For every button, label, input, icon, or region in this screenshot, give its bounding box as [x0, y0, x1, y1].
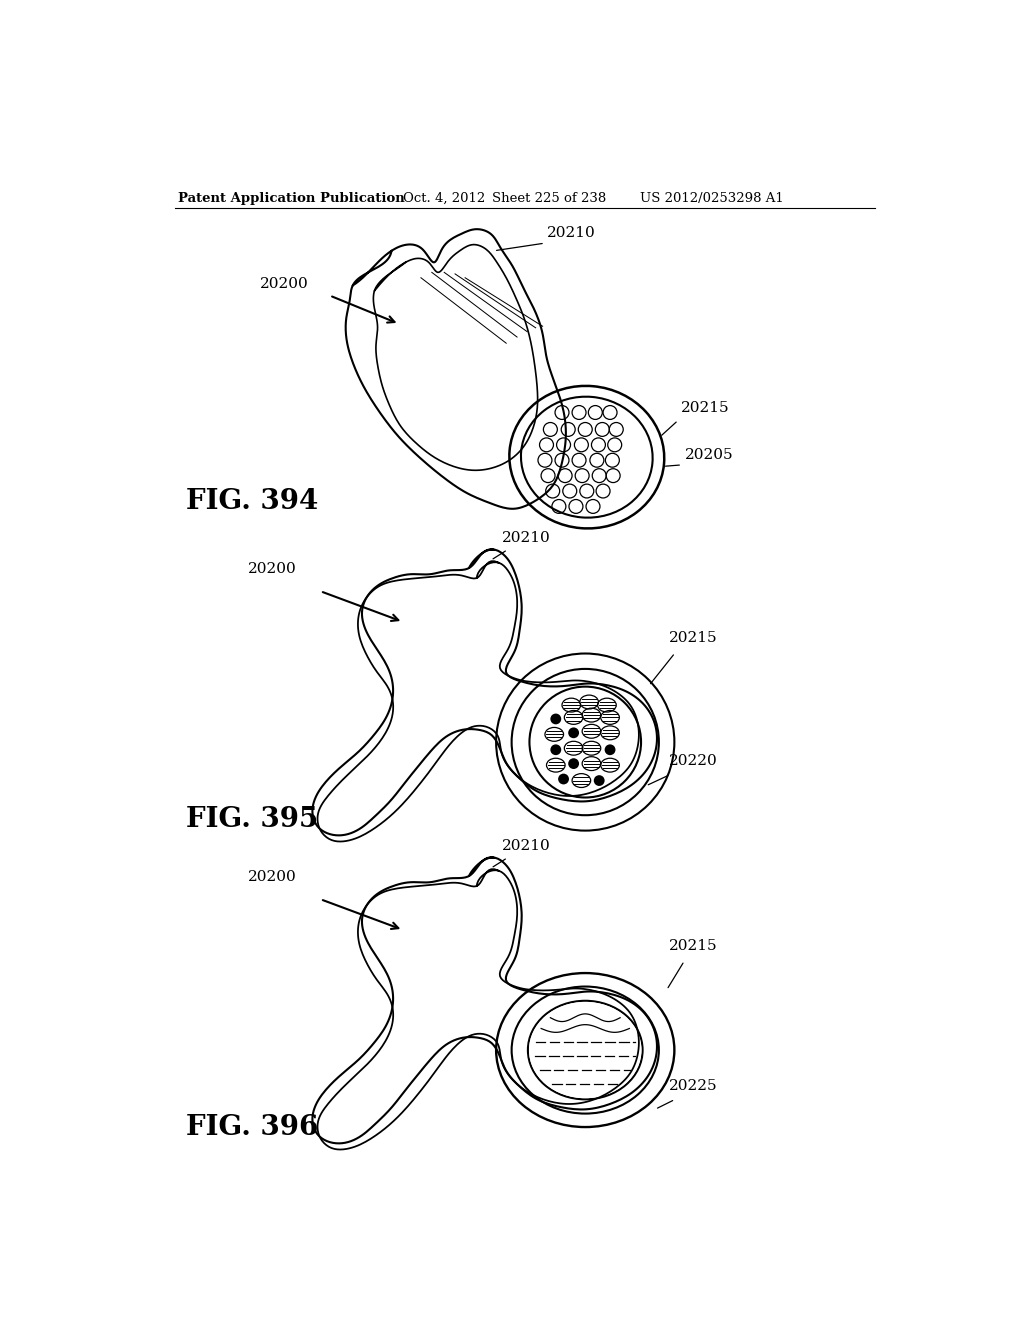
Text: 20210: 20210: [502, 531, 550, 545]
Text: FIG. 394: FIG. 394: [186, 488, 318, 515]
Text: FIG. 395: FIG. 395: [186, 805, 318, 833]
Text: 20200: 20200: [260, 277, 308, 290]
Text: 20210: 20210: [547, 226, 595, 240]
Text: FIG. 396: FIG. 396: [186, 1114, 318, 1140]
Text: 20215: 20215: [681, 401, 729, 416]
Ellipse shape: [529, 1002, 641, 1098]
Circle shape: [604, 744, 615, 755]
Circle shape: [558, 774, 569, 784]
Circle shape: [550, 714, 561, 725]
Circle shape: [568, 727, 579, 738]
Text: 20200: 20200: [248, 562, 297, 576]
Circle shape: [568, 758, 579, 770]
Text: Sheet 225 of 238: Sheet 225 of 238: [493, 191, 606, 205]
Text: Patent Application Publication: Patent Application Publication: [178, 191, 406, 205]
Circle shape: [594, 775, 604, 785]
Text: Oct. 4, 2012: Oct. 4, 2012: [403, 191, 485, 205]
Text: 20215: 20215: [669, 631, 718, 645]
Circle shape: [550, 744, 561, 755]
Text: 20210: 20210: [502, 840, 550, 853]
Text: 20205: 20205: [684, 447, 733, 462]
Text: 20225: 20225: [669, 1080, 718, 1093]
Text: 20215: 20215: [669, 939, 718, 953]
Text: 20200: 20200: [248, 870, 297, 883]
Text: US 2012/0253298 A1: US 2012/0253298 A1: [640, 191, 783, 205]
Text: 20220: 20220: [669, 754, 718, 768]
